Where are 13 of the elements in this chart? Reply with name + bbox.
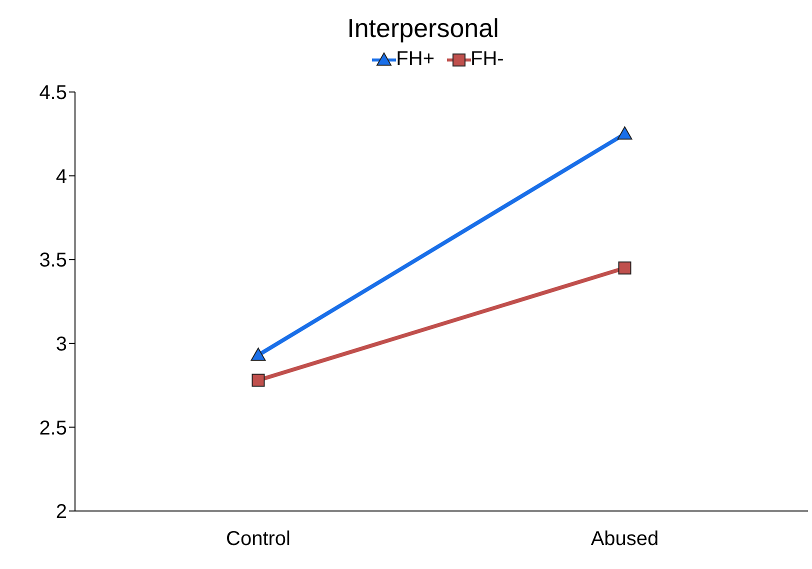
y-tick-label: 4.5: [39, 82, 67, 104]
y-tick-label: 4: [56, 166, 67, 188]
legend-label: FH-: [470, 48, 504, 71]
point: [252, 374, 265, 387]
chart-title: Interpersonal: [346, 12, 500, 45]
x-tick-label: Abused: [590, 528, 659, 550]
y-tick-label: 3: [56, 334, 67, 356]
y-tick-label: 2: [56, 501, 67, 524]
legend-label: FH+: [396, 48, 434, 71]
point: [618, 261, 632, 274]
y-tick-label: 3.5: [39, 250, 67, 272]
y-tick-label: 2.5: [39, 417, 67, 440]
x-tick-label: Control: [226, 528, 290, 550]
